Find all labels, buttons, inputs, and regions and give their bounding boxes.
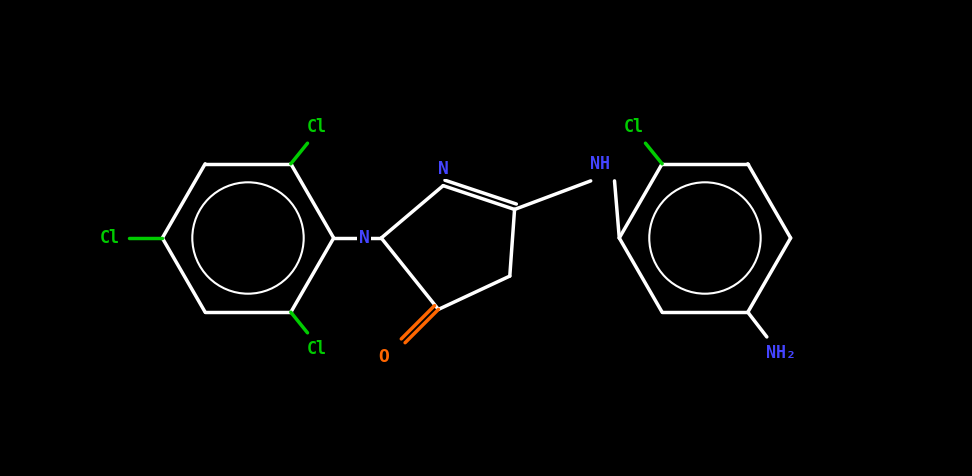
Text: N: N <box>437 159 449 178</box>
Text: Cl: Cl <box>624 118 643 136</box>
Text: NH: NH <box>590 155 610 173</box>
Text: N: N <box>359 229 369 247</box>
Text: NH₂: NH₂ <box>766 345 796 362</box>
Text: Cl: Cl <box>100 229 120 247</box>
Text: Cl: Cl <box>307 340 327 358</box>
Text: O: O <box>379 348 390 366</box>
Text: Cl: Cl <box>307 118 327 136</box>
